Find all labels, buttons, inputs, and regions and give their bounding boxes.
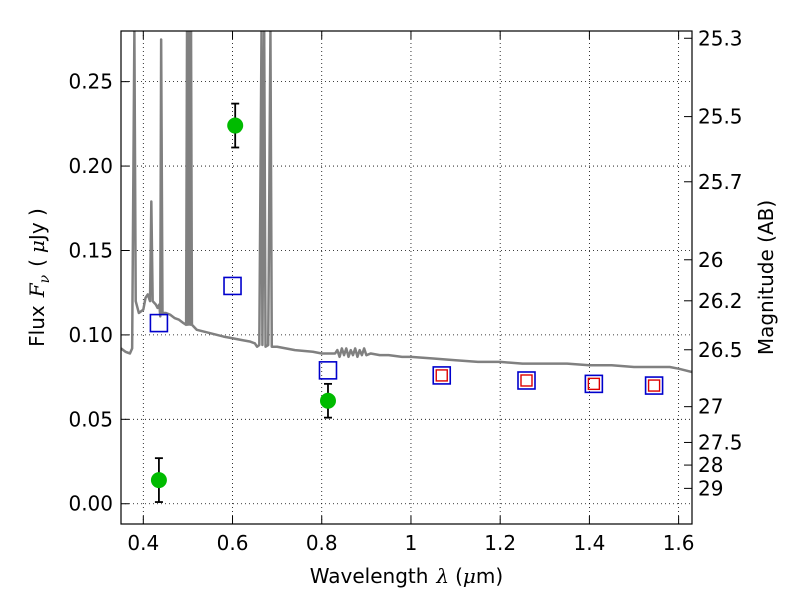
magnitude-tick-label: 25.7 — [698, 170, 743, 194]
model-flux-square — [432, 366, 452, 385]
grid-lines — [121, 31, 692, 524]
model-flux-square — [223, 276, 242, 296]
model-flux-square — [517, 371, 536, 390]
y-tick-label: 0.00 — [68, 492, 113, 516]
magnitude-tick-label: 26 — [698, 248, 723, 272]
x-tick-label: 0.4 — [127, 531, 159, 555]
y-axis-right-label: Magnitude (AB) — [754, 200, 778, 355]
template-spectrum-line — [121, 31, 692, 374]
red-flux-square — [587, 377, 601, 391]
red-flux-square — [435, 369, 448, 382]
observed-flux-point — [227, 117, 244, 134]
x-tick-label: 0.8 — [306, 531, 338, 555]
model-flux-square — [584, 374, 604, 394]
observed-flux-point — [150, 472, 167, 489]
y-tick-label: 0.25 — [68, 70, 113, 94]
magnitude-tick-label: 26.5 — [698, 338, 743, 362]
magnitude-tick-label: 25.5 — [698, 105, 743, 129]
magnitude-tick-label: 28 — [698, 453, 723, 477]
magnitude-tick-label: 27.5 — [698, 430, 743, 454]
magnitude-tick-label: 26.2 — [698, 289, 743, 313]
red-flux-square — [647, 379, 661, 392]
x-tick-label: 1.6 — [663, 531, 695, 555]
x-axis-label: Wavelength λ (μm) — [310, 564, 503, 588]
model-flux-square — [318, 361, 338, 380]
model-flux-square — [644, 376, 664, 395]
y-tick-label: 0.15 — [68, 238, 113, 262]
y-tick-label: 0.05 — [68, 407, 113, 431]
plot-frame — [120, 30, 693, 525]
y-tick-label: 0.20 — [68, 154, 113, 178]
x-tick-label: 1.4 — [573, 531, 605, 555]
x-tick-label: 1.2 — [484, 531, 516, 555]
x-tick-label: 1 — [405, 531, 418, 555]
axis-ticks: 0.4 0.6 0.8 1 1.2 1.4 1.6 0.00 0.05 0.10 0.15 0.20 0… — [68, 26, 742, 555]
model-flux-square — [149, 313, 169, 333]
plot-area — [121, 31, 692, 503]
y-axis-label: FluxFν(μJy ) — [25, 208, 53, 347]
magnitude-tick-label: 25.3 — [698, 26, 743, 50]
magnitude-tick-label: 27 — [698, 395, 723, 419]
x-tick-label: 0.6 — [217, 531, 249, 555]
observed-flux-point — [319, 392, 336, 409]
red-flux-square — [520, 374, 533, 387]
magnitude-tick-label: 29 — [698, 476, 723, 500]
y-tick-label: 0.10 — [68, 323, 113, 347]
